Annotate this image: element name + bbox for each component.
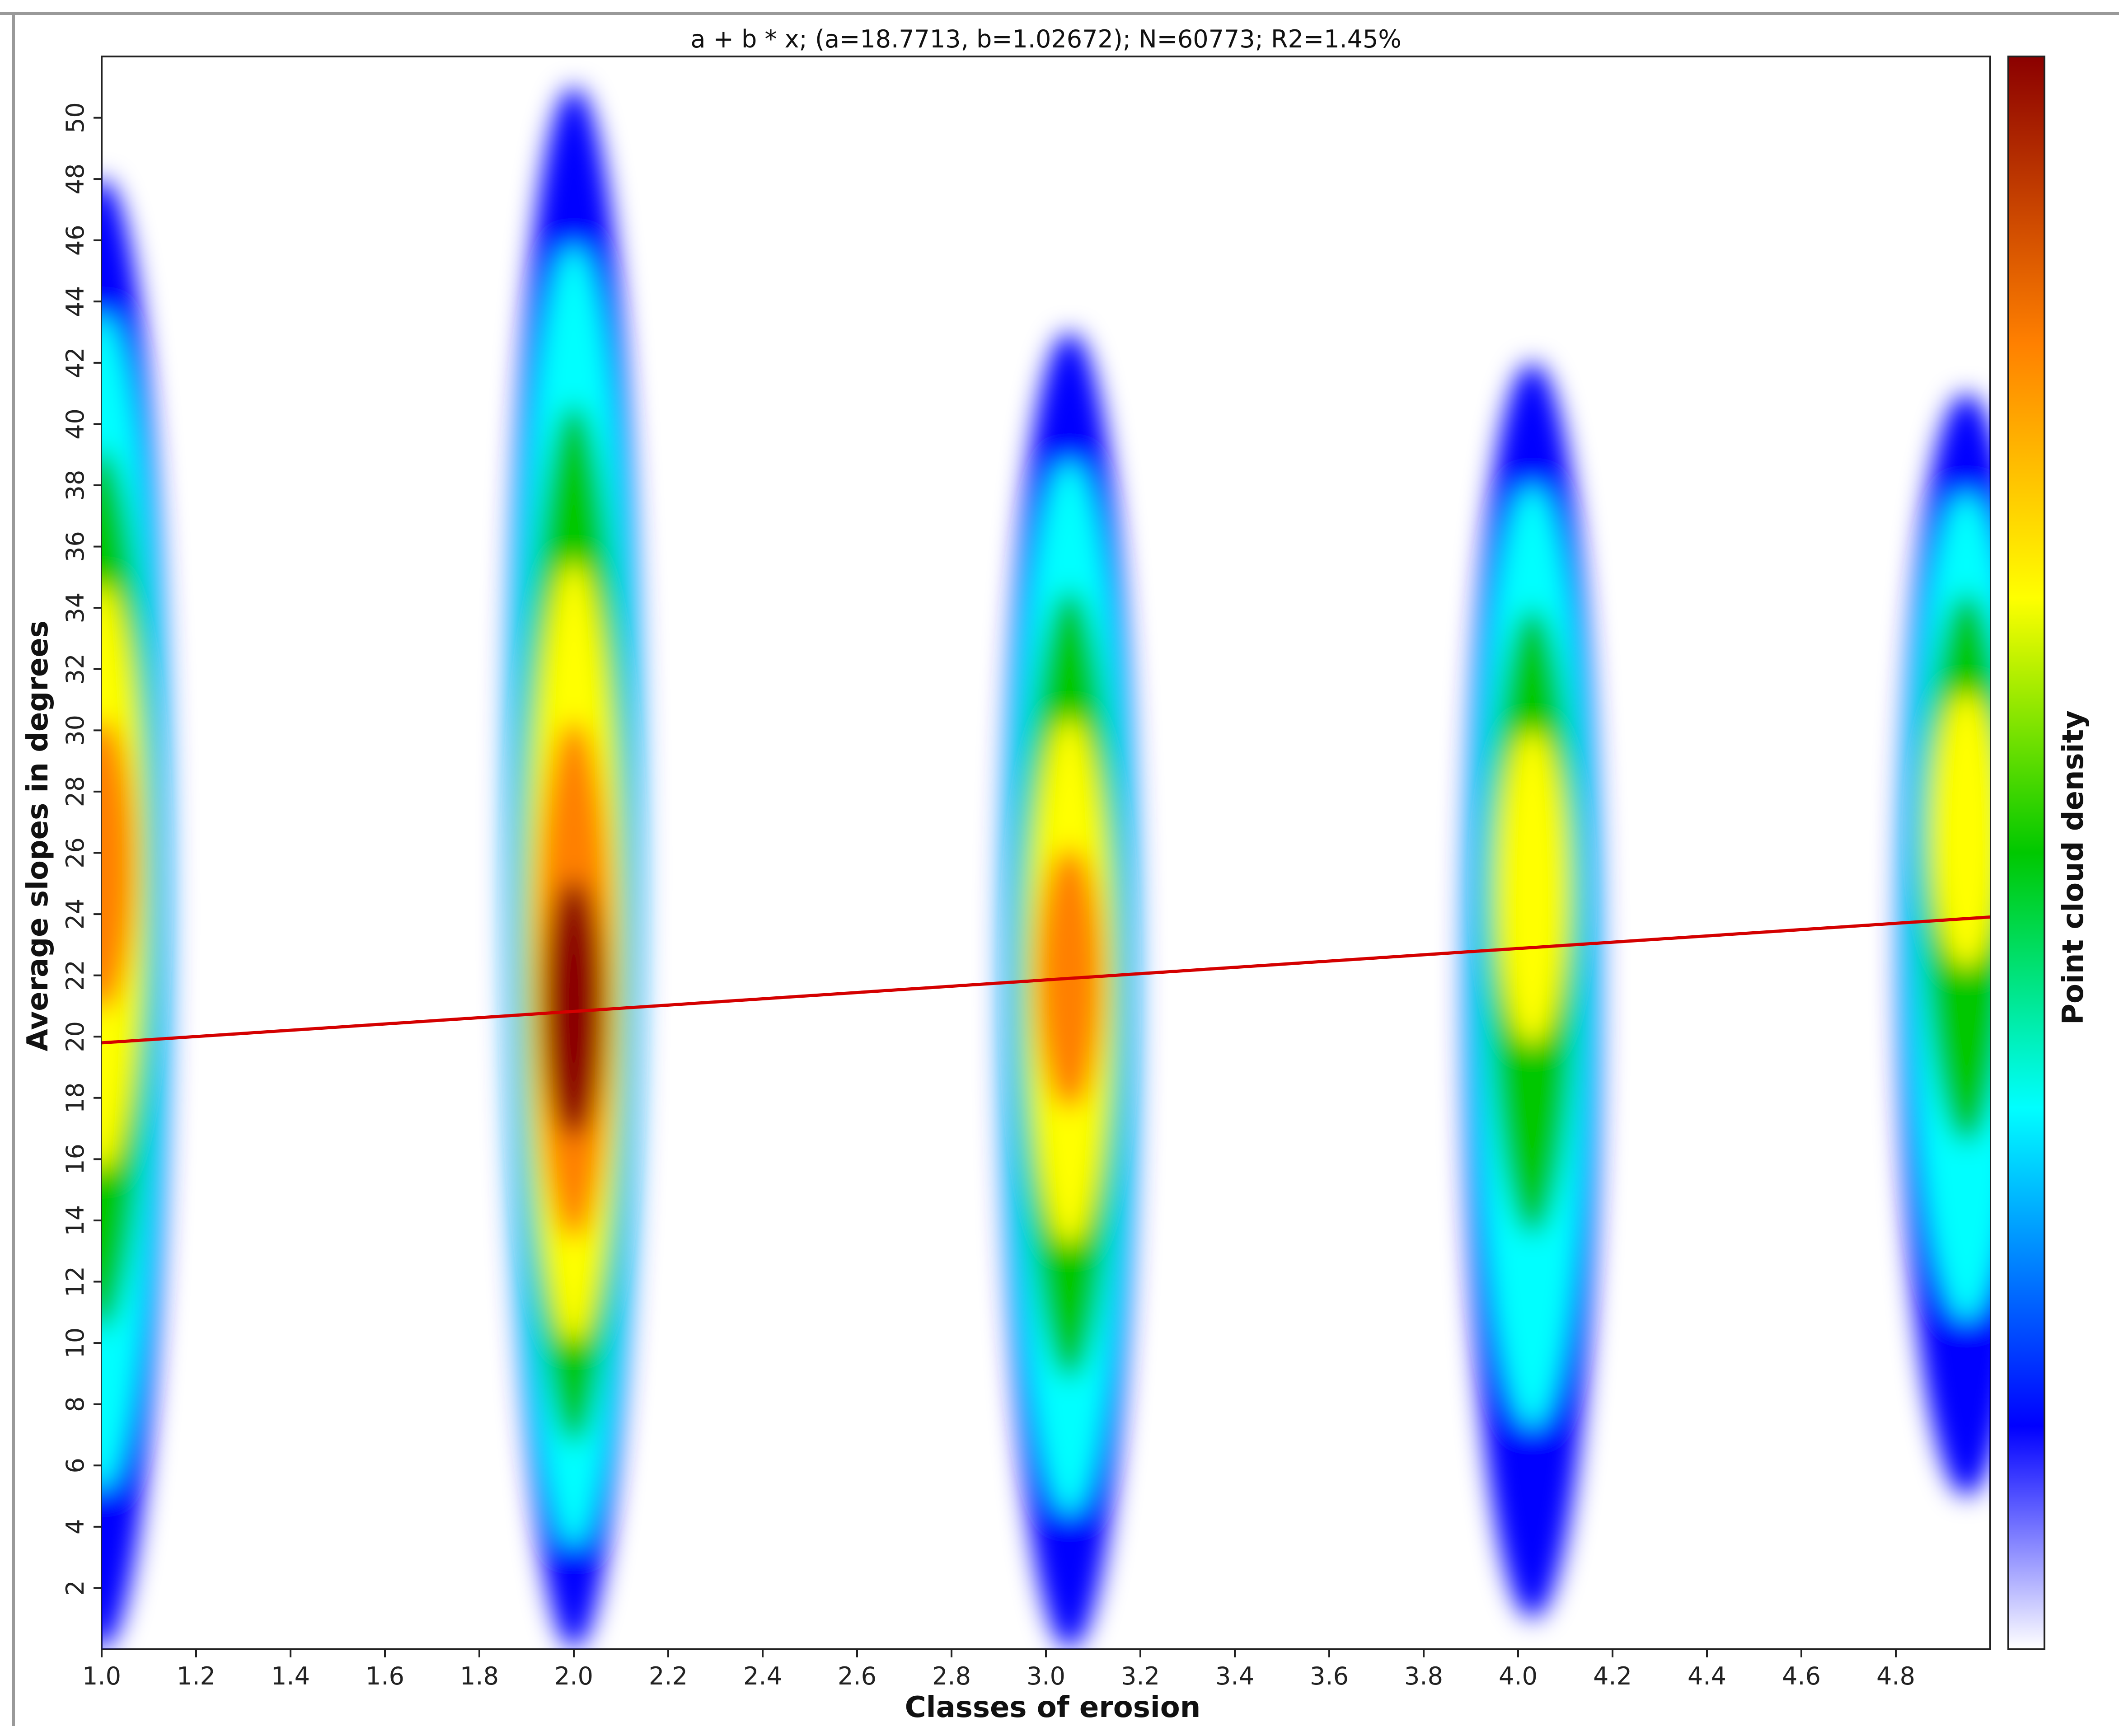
x-tick-label: 3.2 (1121, 1662, 1160, 1690)
density-column-4 (1463, 362, 1601, 1619)
x-axis: 1.0 1.2 1.4 1.6 1.8 2.0 2.2 2.4 2.6 2.8 3.0 3.2 3.4 3… (82, 1649, 1915, 1690)
colorbar (2007, 56, 2045, 1650)
y-tick-label: 20 (61, 1021, 89, 1052)
y-tick-label: 16 (61, 1144, 89, 1175)
x-tick-label: 2.8 (932, 1662, 971, 1690)
x-tick-label: 1.0 (82, 1662, 121, 1690)
x-axis-label: Classes of erosion (905, 1691, 1201, 1724)
y-tick-label: 8 (61, 1397, 89, 1412)
x-tick-label: 1.4 (271, 1662, 310, 1690)
y-tick-label: 48 (61, 164, 89, 195)
y-tick-label: 6 (61, 1458, 89, 1473)
y-tick-label: 22 (61, 960, 89, 991)
x-tick-label: 1.6 (366, 1662, 404, 1690)
y-axis: 2468101214161820222426283032343638404244… (61, 102, 102, 1596)
x-tick-label: 3.8 (1404, 1662, 1443, 1690)
density-column-5 (1898, 394, 1990, 1496)
x-tick-label: 4.2 (1593, 1662, 1632, 1690)
x-tick-label: 1.2 (177, 1662, 216, 1690)
y-tick-label: 18 (61, 1082, 89, 1113)
x-tick-label: 3.4 (1215, 1662, 1254, 1690)
y-tick-label: 38 (61, 470, 89, 501)
x-tick-label: 4.0 (1499, 1662, 1538, 1690)
chart-title: a + b * x; (a=18.7713, b=1.02672); N=607… (690, 25, 1401, 53)
colorbar-label: Point cloud density (2057, 710, 2090, 1025)
x-tick-label: 3.0 (1027, 1662, 1065, 1690)
y-tick-label: 14 (61, 1205, 89, 1236)
x-tick-label: 2.6 (838, 1662, 877, 1690)
x-tick-label: 3.6 (1310, 1662, 1349, 1690)
x-tick-label: 4.6 (1782, 1662, 1821, 1690)
y-tick-label: 50 (61, 102, 89, 133)
regression-layer (102, 915, 1990, 1045)
density-layer (102, 87, 1990, 1649)
y-tick-label: 34 (61, 592, 89, 624)
density-level (102, 718, 135, 1012)
y-tick-label: 4 (61, 1519, 89, 1534)
y-tick-label: 28 (61, 776, 89, 807)
y-tick-label: 46 (61, 225, 89, 256)
x-tick-label: 1.8 (460, 1662, 499, 1690)
x-tick-label: 2.0 (554, 1662, 593, 1690)
density-level (1931, 692, 1990, 968)
x-tick-label: 2.2 (649, 1662, 688, 1690)
y-tick-label: 30 (61, 715, 89, 746)
y-tick-label: 24 (61, 899, 89, 930)
y-tick-label: 40 (61, 408, 89, 440)
regression-line (102, 915, 1990, 1045)
y-tick-label: 42 (61, 347, 89, 379)
y-tick-label: 32 (61, 653, 89, 685)
x-tick-label: 2.4 (743, 1662, 782, 1690)
density-column-1 (102, 179, 170, 1649)
density-level (1497, 730, 1568, 1045)
y-tick-label: 10 (61, 1328, 89, 1359)
x-tick-label: 4.8 (1876, 1662, 1915, 1690)
y-tick-label: 12 (61, 1266, 89, 1297)
y-tick-label: 2 (61, 1580, 89, 1595)
density-column-2 (505, 87, 642, 1649)
y-axis-label: Average slopes in degrees (21, 620, 55, 1051)
x-tick-label: 4.4 (1688, 1662, 1726, 1690)
y-tick-label: 44 (61, 286, 89, 317)
density-column-3 (1001, 332, 1138, 1649)
y-tick-label: 26 (61, 837, 89, 868)
density-level (542, 878, 605, 1139)
y-tick-label: 36 (61, 531, 89, 562)
